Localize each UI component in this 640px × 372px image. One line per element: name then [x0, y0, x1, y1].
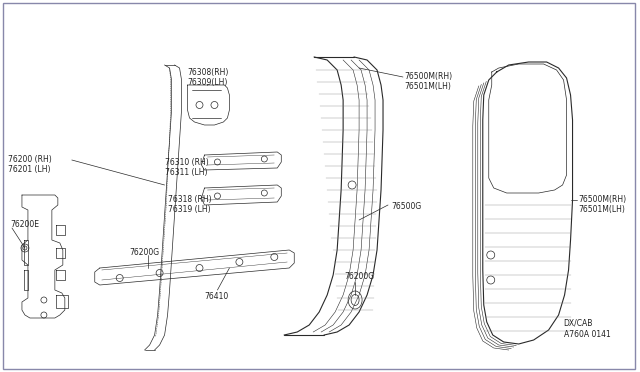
Text: 76200G: 76200G	[130, 248, 160, 257]
Text: 76318 (RH): 76318 (RH)	[168, 195, 211, 204]
Text: 76311 (LH): 76311 (LH)	[164, 168, 207, 177]
Text: 76501M(LH): 76501M(LH)	[404, 82, 451, 91]
Text: 76310 (RH): 76310 (RH)	[164, 158, 209, 167]
Text: A760A 0141: A760A 0141	[564, 330, 611, 339]
Text: 76200G: 76200G	[344, 272, 374, 281]
Text: 76200E: 76200E	[10, 220, 39, 229]
Text: 76201 (LH): 76201 (LH)	[8, 165, 51, 174]
Text: DX/CAB: DX/CAB	[564, 318, 593, 327]
Text: 76500M(RH): 76500M(RH)	[579, 195, 627, 204]
Text: 76410: 76410	[204, 292, 228, 301]
Text: 76501M(LH): 76501M(LH)	[579, 205, 625, 214]
Text: 76308(RH): 76308(RH)	[188, 68, 229, 77]
Text: 76319 (LH): 76319 (LH)	[168, 205, 210, 214]
Text: 76500M(RH): 76500M(RH)	[404, 72, 452, 81]
Text: 76500G: 76500G	[391, 202, 421, 211]
Text: 76200 (RH): 76200 (RH)	[8, 155, 52, 164]
Text: 76309(LH): 76309(LH)	[188, 78, 228, 87]
